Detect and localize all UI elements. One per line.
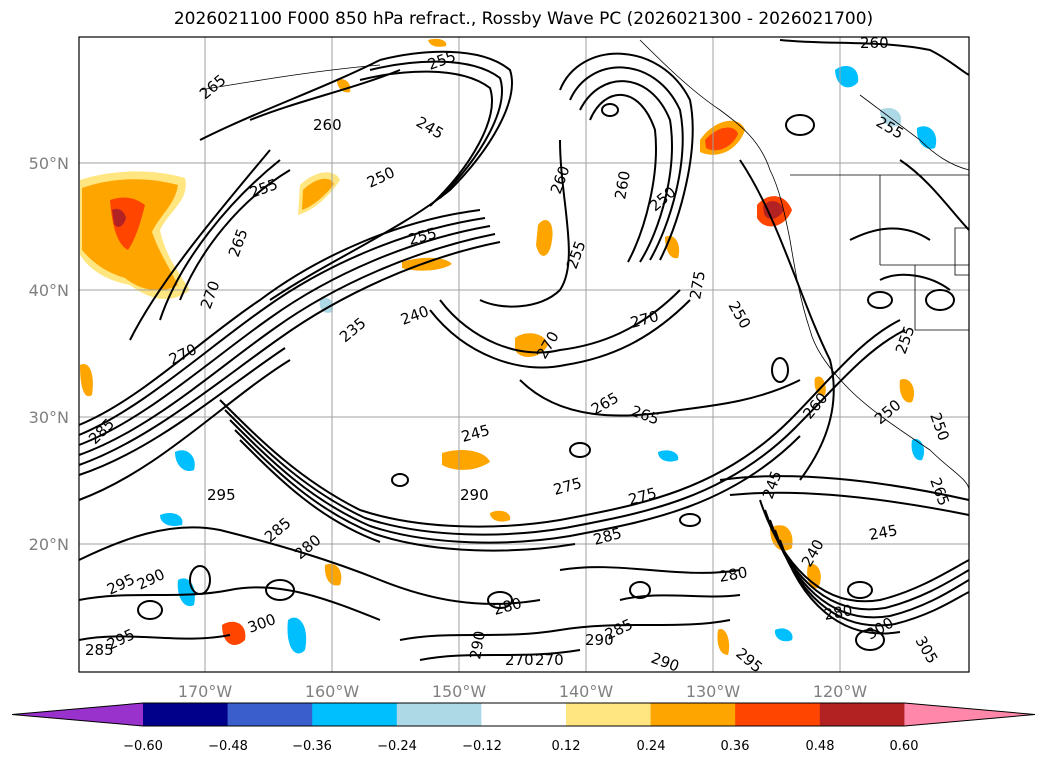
contour-label: 290 <box>466 629 489 660</box>
colorbar-labels: −0.60 −0.48 −0.36 −0.24 −0.12 0.12 0.24 … <box>123 739 918 754</box>
colorbar <box>11 702 1036 727</box>
lon-label: 120°W <box>813 682 868 701</box>
lon-label: 140°W <box>559 682 614 701</box>
colorbar-segment <box>396 703 482 726</box>
colorbar-tick-label: −0.36 <box>292 739 332 754</box>
contour-label: 295 <box>207 486 236 504</box>
colorbar-extend-min <box>12 703 143 726</box>
colorbar-extend-max <box>904 703 1035 726</box>
colorbar-outline <box>11 702 1036 727</box>
colorbar-tick-label: 0.48 <box>806 739 835 754</box>
colorbar-segment <box>143 703 229 726</box>
coastlines <box>199 39 970 491</box>
colorbar-segment <box>566 703 652 726</box>
colorbar-tick-label: 0.36 <box>721 739 750 754</box>
contour-label: 285 <box>85 641 114 659</box>
lon-label: 130°W <box>686 682 741 701</box>
colorbar-tick-label: −0.24 <box>377 739 417 754</box>
contour-label: 260 <box>313 116 342 134</box>
colorbar-segment <box>312 703 398 726</box>
positive-anomaly-shading <box>80 38 915 655</box>
lon-label: 150°W <box>432 682 487 701</box>
lat-labels: 50°N 40°N 30°N 20°N <box>29 154 69 554</box>
contour-label: 260 <box>611 169 634 200</box>
contour-label: 270 <box>505 651 534 669</box>
map-frame <box>78 36 970 673</box>
lon-label: 170°W <box>178 682 233 701</box>
colorbar-segment <box>650 703 736 726</box>
lat-label: 30°N <box>29 408 69 427</box>
contour-label: 280 <box>823 601 854 624</box>
contour-label: 275 <box>686 269 709 300</box>
contour-label: 245 <box>868 521 899 544</box>
lat-label: 20°N <box>29 535 69 554</box>
colorbar-tick-label: −0.60 <box>123 739 163 754</box>
lon-label: 160°W <box>305 682 360 701</box>
map-title: 2026021100 F000 850 hPa refract., Rossby… <box>173 9 874 29</box>
colorbar-segment <box>227 703 313 726</box>
colorbar-tick-label: −0.12 <box>462 739 502 754</box>
contour-label: 260 <box>860 34 889 52</box>
colorbar-tick-label: 0.24 <box>637 739 666 754</box>
colorbar-segment <box>819 703 905 726</box>
contour-label: 290 <box>460 486 489 504</box>
lat-label: 40°N <box>29 281 69 300</box>
contour-label: 270 <box>535 651 564 669</box>
colorbar-tick-label: −0.48 <box>208 739 248 754</box>
contour-label: 290 <box>585 631 614 649</box>
colorbar-tick-label: 0.60 <box>890 739 919 754</box>
colorbar-tick-label: 0.12 <box>552 739 581 754</box>
colorbar-segment <box>481 703 567 726</box>
refractivity-contours <box>78 39 970 661</box>
colorbar-segment <box>735 703 821 726</box>
contour-label: 280 <box>718 563 749 586</box>
lat-label: 50°N <box>29 154 69 173</box>
negative-anomaly-shading <box>160 66 937 654</box>
lon-labels: 170°W 160°W 150°W 140°W 130°W 120°W <box>178 682 868 701</box>
graticule <box>79 37 969 672</box>
